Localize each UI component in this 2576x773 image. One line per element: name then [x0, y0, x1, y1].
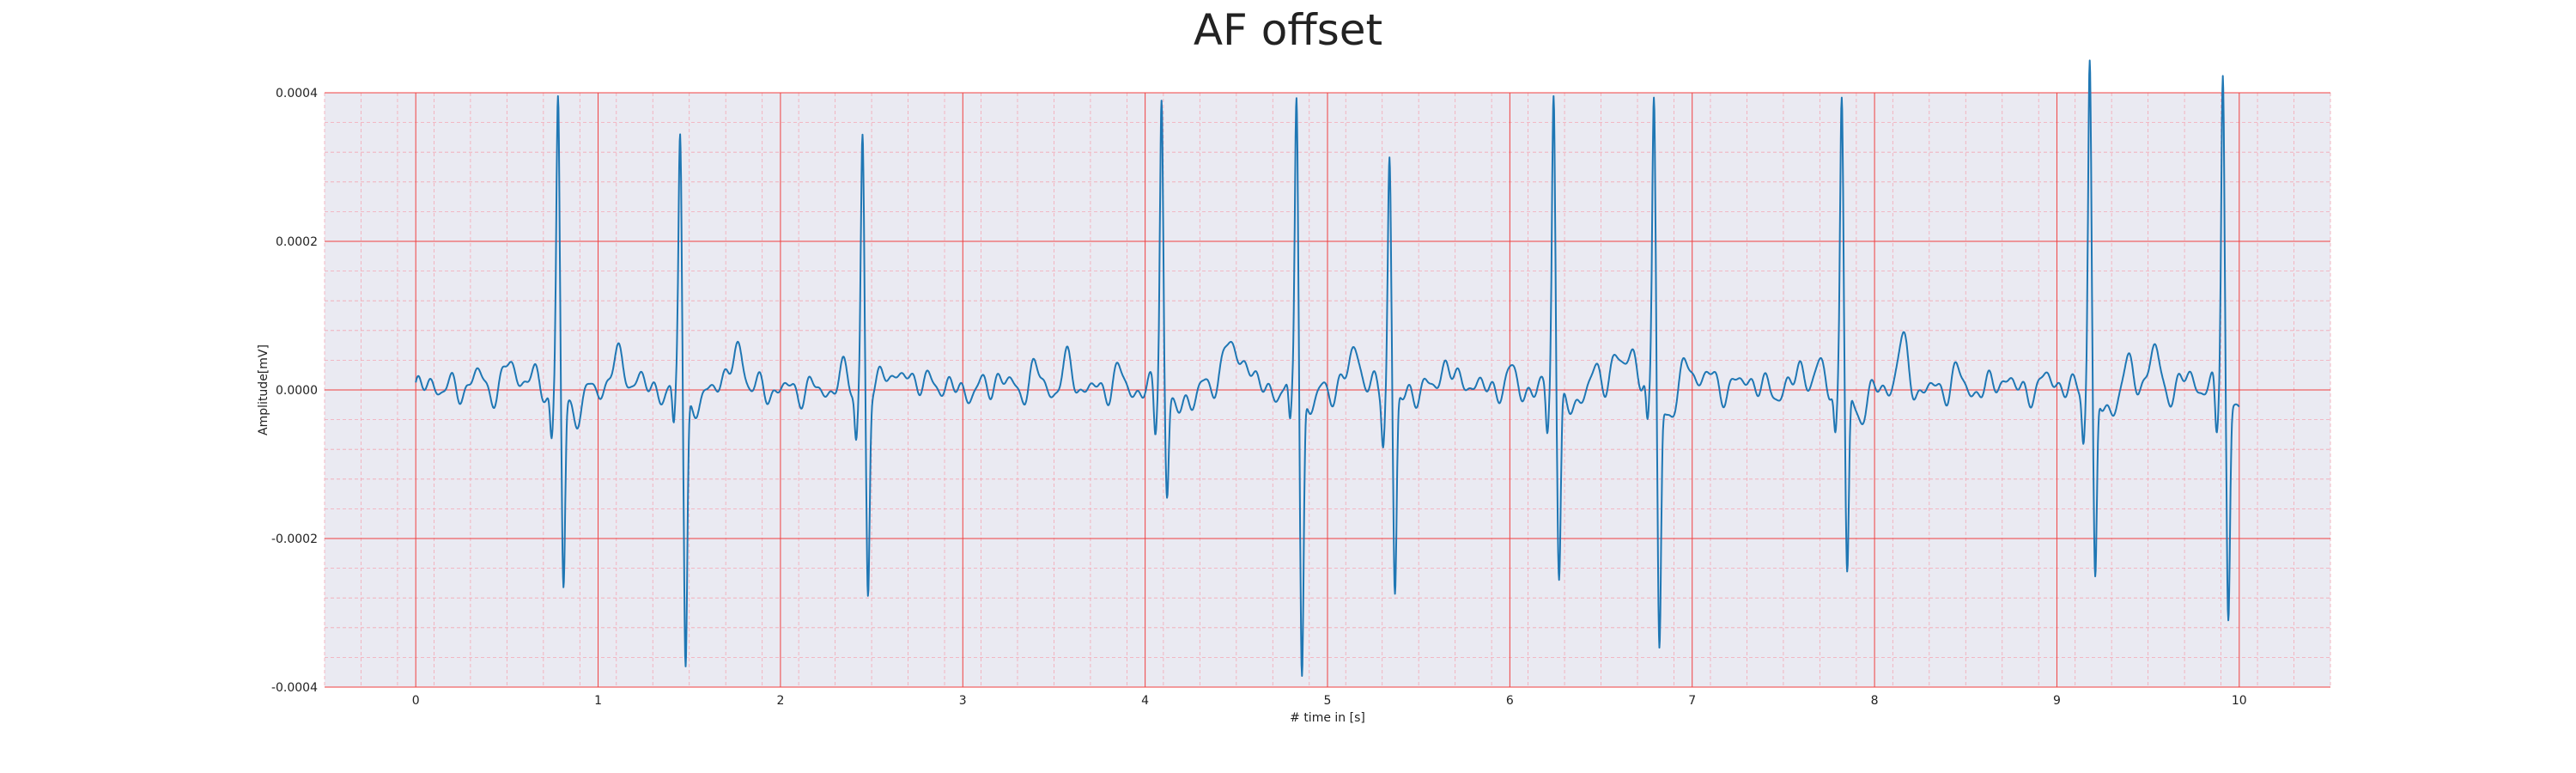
x-tick-label: 1 [594, 694, 602, 708]
y-tick-label: -0.0002 [271, 533, 318, 546]
x-axis-label: # time in [s] [1290, 711, 1365, 725]
y-tick-label: -0.0004 [271, 681, 318, 695]
x-tick-label: 2 [776, 694, 784, 708]
x-tick-label: 8 [1871, 694, 1879, 708]
x-axis-ticks: 0 1 2 3 4 5 6 7 8 9 10 [412, 694, 2247, 708]
x-tick-label: 4 [1141, 694, 1149, 708]
y-tick-label: 0.0004 [276, 87, 318, 100]
x-tick-label: 0 [412, 694, 420, 708]
y-tick-label: 0.0000 [276, 384, 318, 398]
x-tick-label: 7 [1688, 694, 1696, 708]
series-line [415, 59, 2240, 677]
x-tick-label: 9 [2053, 694, 2061, 708]
x-tick-label: 6 [1506, 694, 1514, 708]
major-grid [325, 92, 2330, 688]
y-tick-label: 0.0002 [276, 235, 318, 249]
x-tick-label: 3 [959, 694, 967, 708]
x-tick-label: 10 [2232, 694, 2247, 708]
y-axis-label: Amplitude[mV] [257, 344, 270, 435]
chart-title: AF offset [1194, 5, 1382, 55]
x-tick-label: 5 [1324, 694, 1332, 708]
y-axis-ticks: -0.0004 -0.0002 0.0000 0.0002 0.0004 [271, 87, 318, 695]
